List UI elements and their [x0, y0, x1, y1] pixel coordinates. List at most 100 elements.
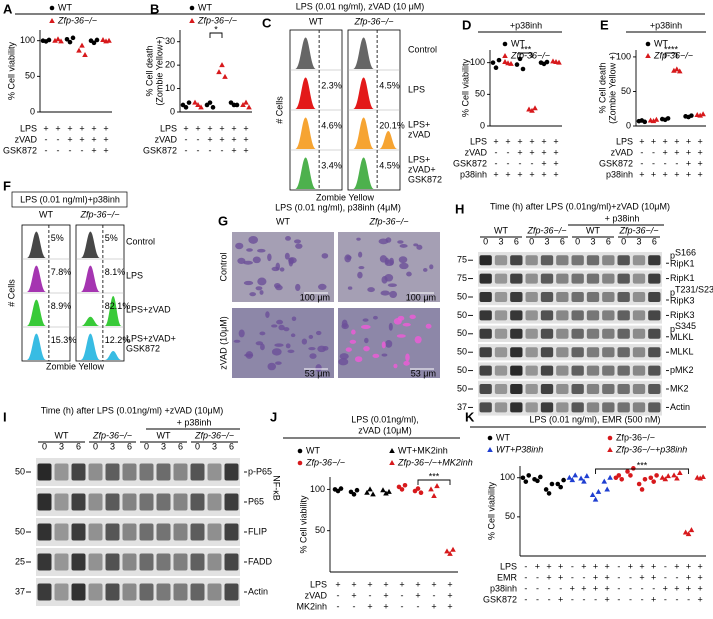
y-axis-label: (Zombie Yellow +)	[607, 52, 617, 124]
data-point	[674, 475, 680, 481]
cell	[246, 248, 253, 252]
band	[173, 583, 188, 601]
band	[556, 292, 569, 302]
legend-label: WT	[496, 432, 510, 442]
y-tick-label: 50	[315, 525, 325, 535]
condition-label: zVAD	[15, 134, 38, 144]
cell	[271, 324, 278, 328]
x-axis-label: Zombie Yellow	[46, 361, 105, 371]
condition-sign: -	[571, 594, 574, 604]
row-label: LPS+	[408, 119, 430, 129]
band	[207, 553, 222, 571]
band	[556, 365, 569, 376]
panel-label: K	[465, 409, 475, 424]
data-point	[674, 66, 680, 72]
band	[648, 347, 661, 358]
condition-sign: -	[582, 572, 585, 582]
condition-sign: -	[353, 601, 356, 611]
cell	[385, 340, 393, 348]
significance-label: *	[214, 24, 218, 34]
percent-label: 20.1%	[379, 120, 405, 130]
data-point	[234, 102, 240, 108]
percent-label: 5%	[105, 233, 118, 243]
band	[632, 365, 646, 376]
panel-label: J	[270, 409, 277, 424]
band	[602, 347, 615, 358]
cell	[396, 334, 406, 338]
band-label: RipK3	[670, 295, 695, 305]
condition-sign: +	[493, 169, 498, 179]
cell	[351, 329, 356, 335]
data-point	[502, 59, 508, 65]
band	[571, 402, 584, 413]
blot-strip	[36, 548, 240, 576]
band	[602, 365, 615, 376]
band	[207, 463, 222, 481]
row-label: GSK872	[126, 343, 160, 353]
data-point	[595, 488, 602, 494]
y-tick-label: 100	[500, 472, 515, 482]
condition-sign: +	[651, 136, 656, 146]
condition-sign: +	[367, 601, 372, 611]
condition-sign: +	[546, 572, 551, 582]
cell	[285, 236, 291, 241]
condition-sign: +	[517, 147, 522, 157]
band	[571, 384, 584, 394]
band	[479, 328, 492, 339]
band	[494, 255, 508, 266]
band	[556, 384, 569, 394]
data-point	[543, 487, 549, 492]
cell	[275, 361, 282, 365]
data-point	[186, 100, 192, 105]
data-point	[581, 478, 587, 484]
significance-bracket	[209, 32, 223, 38]
data-point	[210, 105, 216, 110]
condition-sign: +	[674, 583, 679, 593]
time-label: 3	[212, 441, 217, 451]
condition-sign: +	[91, 123, 96, 133]
column-header: Zfp-36−/−	[368, 216, 408, 226]
band	[617, 255, 630, 266]
cell	[344, 254, 352, 263]
data-point	[383, 490, 389, 496]
legend-label: WT	[511, 38, 525, 48]
legend-label: Zfp-36−/−+p38inh	[615, 444, 687, 454]
data-point	[578, 475, 584, 481]
condition-sign: -	[664, 594, 667, 604]
band	[190, 523, 205, 541]
condition-sign: +	[55, 123, 60, 133]
condition-sign: -	[337, 601, 340, 611]
y-axis-label: % Cell viability	[298, 495, 308, 554]
band	[494, 273, 508, 284]
histogram	[353, 157, 374, 189]
band	[173, 493, 188, 511]
scale-bar-label: 53 μm	[305, 368, 330, 378]
band	[156, 523, 171, 541]
data-point	[76, 47, 82, 53]
legend-label: Zfp-36−/−	[653, 50, 693, 60]
condition-sign: +	[103, 145, 108, 155]
cell	[347, 286, 353, 290]
condition-label: zVAD	[465, 147, 488, 157]
condition-sign: +	[541, 169, 546, 179]
condition-sign: +	[79, 134, 84, 144]
cell	[243, 260, 253, 265]
condition-sign: +	[581, 583, 586, 593]
condition-sign: -	[507, 147, 510, 157]
percent-label: 4.5%	[379, 160, 400, 170]
cell	[425, 323, 432, 329]
condition-sign: +	[91, 134, 96, 144]
condition-label: LPS	[500, 561, 517, 571]
condition-sign: -	[664, 572, 667, 582]
band	[648, 365, 661, 376]
cell	[285, 343, 291, 349]
legend-marker	[607, 447, 613, 452]
condition-sign: -	[675, 158, 678, 168]
significance-label: ***	[637, 460, 648, 470]
data-point	[70, 35, 76, 41]
band	[479, 365, 492, 376]
y-tick-label: 100	[616, 51, 631, 61]
condition-sign: +	[663, 583, 668, 593]
band	[556, 347, 569, 358]
cell	[364, 337, 369, 344]
